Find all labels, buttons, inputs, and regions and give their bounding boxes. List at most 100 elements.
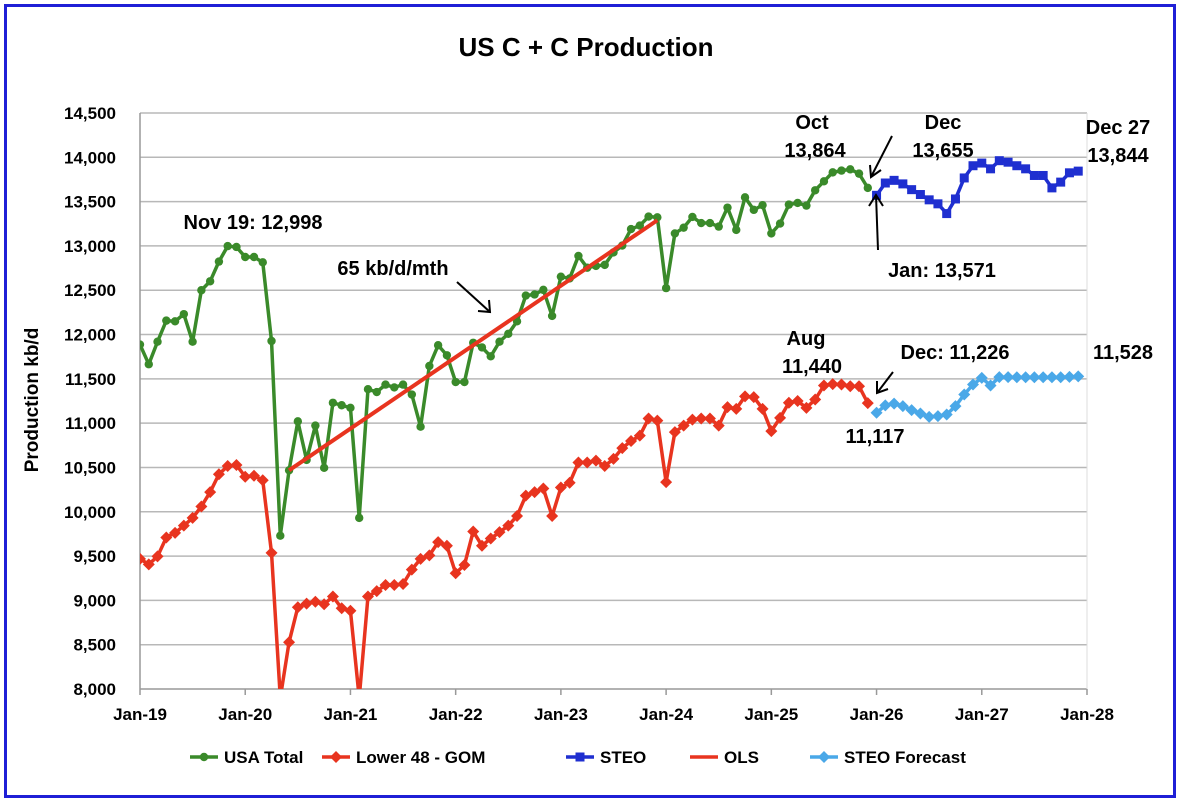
data-point-lower-48-gom <box>414 552 427 565</box>
data-point-steo-forecast <box>967 378 980 391</box>
data-point-usa-total <box>319 463 329 473</box>
data-point-steo <box>924 195 934 205</box>
series-steo <box>872 156 1083 219</box>
y-tick-label: 10,000 <box>64 503 116 522</box>
legend-marker-steo <box>575 752 585 762</box>
data-point-lower-48-gom <box>563 476 576 489</box>
data-point-steo <box>1073 166 1083 176</box>
data-point-lower-48-gom <box>423 549 436 562</box>
legend-label-steo: STEO <box>600 748 646 767</box>
y-tick-label: 13,000 <box>64 237 116 256</box>
annotations: Nov 19: 12,998 65 kb/d/mth Oct 13,864 De… <box>184 112 1154 448</box>
data-point-lower-48-gom <box>458 559 471 572</box>
data-point-lower-48-gom <box>361 590 374 603</box>
data-point-usa-total <box>504 329 513 339</box>
legend-marker-usa-total <box>199 752 209 762</box>
data-point-steo-forecast <box>1002 371 1015 384</box>
y-tick-label: 10,500 <box>64 458 116 477</box>
data-point-usa-total <box>775 219 785 228</box>
arrowhead-icon <box>868 193 884 207</box>
y-tick-label: 8,500 <box>73 636 116 655</box>
data-point-usa-total <box>714 222 723 231</box>
data-point-usa-total <box>381 380 390 389</box>
data-point-lower-48-gom <box>493 526 506 539</box>
annotation-aug-value: 11,440 <box>782 356 842 378</box>
data-point-usa-total <box>451 377 460 387</box>
data-point-lower-48-gom <box>703 412 716 425</box>
data-point-steo <box>1012 161 1022 171</box>
data-point-lower-48-gom <box>625 435 638 448</box>
data-point-lower-48-gom <box>686 413 699 426</box>
data-point-lower-48-gom <box>739 390 752 403</box>
data-point-usa-total <box>784 200 794 209</box>
data-point-usa-total <box>390 383 399 392</box>
data-point-steo <box>1029 170 1039 180</box>
data-point-usa-total <box>328 398 338 407</box>
legend-item-ols: OLS <box>690 748 759 767</box>
data-point-steo <box>986 164 996 174</box>
data-point-steo-forecast <box>923 410 936 423</box>
data-point-steo <box>942 209 952 219</box>
data-point-usa-total <box>346 403 355 413</box>
data-point-usa-total <box>433 341 443 350</box>
data-point-lower-48-gom <box>195 500 208 513</box>
data-point-usa-total <box>828 168 837 177</box>
x-tick-label: Jan-21 <box>324 705 378 724</box>
data-point-lower-48-gom <box>230 458 243 471</box>
data-point-lower-48-gom <box>554 481 567 494</box>
data-point-usa-total <box>530 290 539 299</box>
x-tick-label: Jan-20 <box>218 705 272 724</box>
annotation-oct-month: Oct <box>795 112 829 134</box>
data-point-steo <box>977 158 987 168</box>
data-point-lower-48-gom <box>484 532 497 545</box>
data-point-lower-48-gom <box>809 393 822 406</box>
arrow-jan <box>875 194 879 251</box>
data-point-steo <box>880 178 890 188</box>
data-point-usa-total <box>363 385 373 394</box>
series-ols <box>287 218 659 472</box>
data-point-usa-total <box>214 257 224 266</box>
data-point-lower-48-gom <box>432 536 445 549</box>
data-point-usa-total <box>635 221 645 230</box>
data-point-lower-48-gom <box>467 525 480 538</box>
data-point-steo-forecast <box>1037 371 1050 384</box>
data-point-usa-total <box>337 401 346 410</box>
data-point-steo <box>933 199 943 209</box>
legend-item-steo-forecast: STEO Forecast <box>810 748 966 767</box>
data-point-lower-48-gom <box>519 489 532 502</box>
gridlines <box>139 112 1088 690</box>
data-point-usa-total <box>802 201 811 210</box>
data-point-lower-48-gom <box>721 401 734 414</box>
data-point-usa-total <box>162 316 171 325</box>
data-point-steo <box>1056 177 1066 187</box>
data-point-steo <box>1047 183 1057 193</box>
data-point-steo-forecast <box>958 388 971 401</box>
data-point-lower-48-gom <box>660 476 673 489</box>
data-point-lower-48-gom <box>861 397 874 410</box>
data-point-usa-total <box>460 377 469 387</box>
data-point-lower-48-gom <box>765 425 778 438</box>
data-point-steo <box>959 173 969 183</box>
data-point-lower-48-gom <box>204 486 217 499</box>
x-tick-label: Jan-27 <box>955 705 1009 724</box>
data-point-lower-48-gom <box>318 598 331 611</box>
legend-marker-steo-forecast <box>818 751 830 763</box>
y-tick-label: 8,000 <box>73 680 116 699</box>
data-point-lower-48-gom <box>774 411 787 424</box>
data-point-usa-total <box>398 380 408 389</box>
data-point-lower-48-gom <box>589 454 602 467</box>
data-point-lower-48-gom <box>388 579 401 592</box>
data-point-lower-48-gom <box>712 419 725 432</box>
data-point-lower-48-gom <box>642 412 655 425</box>
data-point-usa-total <box>819 177 829 186</box>
data-point-usa-total <box>661 283 671 293</box>
data-point-lower-48-gom <box>844 380 857 393</box>
data-point-usa-total <box>539 285 548 295</box>
data-point-usa-total <box>223 241 232 251</box>
x-tick-label: Jan-22 <box>429 705 483 724</box>
data-point-usa-total <box>723 203 732 212</box>
data-point-lower-48-gom <box>151 550 164 563</box>
x-tick-label: Jan-24 <box>639 705 693 724</box>
y-tick-label: 9,500 <box>73 547 116 566</box>
data-point-lower-48-gom <box>695 412 708 425</box>
